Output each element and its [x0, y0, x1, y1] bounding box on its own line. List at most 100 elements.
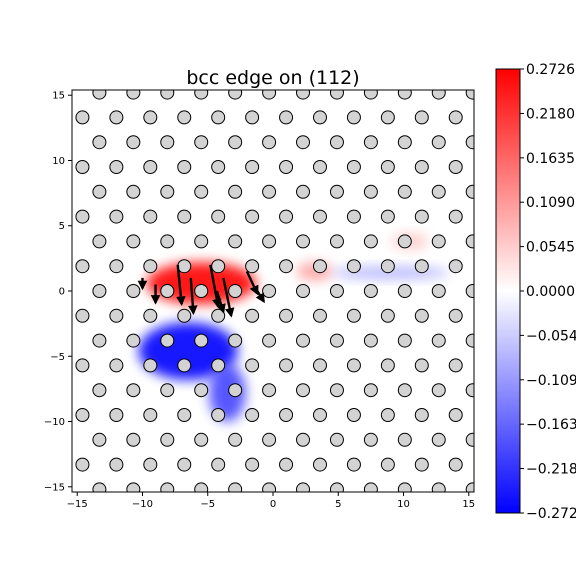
atom: [363, 234, 378, 249]
atom: [312, 358, 327, 373]
atom: [109, 259, 124, 274]
atom: [363, 284, 378, 298]
atom: [143, 110, 158, 125]
atom: [262, 383, 277, 398]
atom: [431, 333, 446, 348]
atom: [262, 234, 277, 249]
atom: [143, 160, 158, 175]
atom: [245, 110, 260, 125]
atom: [279, 358, 294, 373]
atom: [245, 160, 260, 175]
atom: [92, 333, 107, 348]
atom: [465, 333, 474, 348]
atom: [194, 135, 209, 150]
atom: [160, 284, 175, 298]
atom: [177, 407, 192, 422]
atom: [448, 209, 463, 224]
colorbar-tick-label: 0.2726: [526, 62, 575, 78]
atom: [380, 308, 395, 323]
atom: [397, 90, 412, 100]
atom: [194, 432, 209, 447]
atom: [126, 184, 141, 199]
atom: [160, 432, 175, 447]
heat-region-positive: [146, 262, 257, 305]
atom: [143, 259, 158, 274]
atom: [346, 259, 361, 274]
atom: [465, 234, 474, 249]
atom: [448, 407, 463, 422]
colorbar-tick-label: −0.1635: [526, 417, 576, 433]
atom: [211, 358, 226, 373]
atom: [312, 457, 327, 472]
x-tick-label: 0: [270, 499, 276, 510]
colorbar-tick-label: 0.1635: [526, 151, 575, 167]
atom: [177, 308, 192, 323]
atom: [312, 160, 327, 175]
atom: [414, 259, 429, 274]
atom: [160, 333, 175, 348]
atom: [228, 383, 243, 398]
displacement-arrow: [176, 264, 186, 306]
atom: [262, 284, 277, 298]
atom: [245, 209, 260, 224]
atom: [296, 90, 311, 100]
atom: [431, 284, 446, 298]
atom: [126, 482, 141, 492]
atom: [109, 358, 124, 373]
y-axis-ticks: −15 −10 −5 0 5 10 15: [44, 91, 72, 493]
atom: [75, 358, 90, 373]
atom: [160, 482, 175, 492]
atom: [211, 259, 226, 274]
atom: [296, 184, 311, 199]
displacement-arrow: [209, 264, 222, 309]
atom: [143, 407, 158, 422]
atom: [92, 234, 107, 249]
atom: [143, 308, 158, 323]
atom: [346, 358, 361, 373]
atom: [329, 135, 344, 150]
atom: [397, 184, 412, 199]
atom: [211, 160, 226, 175]
atom: [296, 383, 311, 398]
displacement-arrow: [255, 290, 265, 304]
atom: [397, 284, 412, 298]
atom: [194, 234, 209, 249]
atom: [465, 432, 474, 447]
atom: [92, 482, 107, 492]
atom: [329, 482, 344, 492]
displacement-arrow: [188, 277, 198, 316]
atom: [109, 407, 124, 422]
atom: [72, 437, 73, 443]
atom: [126, 333, 141, 348]
atom: [75, 160, 90, 175]
atom: [211, 407, 226, 422]
atom: [177, 110, 192, 125]
atom: [177, 457, 192, 472]
atom: [279, 308, 294, 323]
atom: [465, 184, 474, 199]
atom: [211, 209, 226, 224]
colorbar-tick-label: 0.1090: [526, 195, 575, 211]
atom: [279, 259, 294, 274]
atom: [194, 482, 209, 492]
atom: [109, 308, 124, 323]
atom: [380, 407, 395, 422]
displacement-arrow: [245, 270, 259, 296]
atom: [228, 284, 243, 298]
atom: [346, 160, 361, 175]
colorbar-body: [495, 68, 521, 514]
atom: [228, 482, 243, 492]
x-tick-label: −5: [200, 499, 215, 510]
atom: [346, 308, 361, 323]
atom: [228, 333, 243, 348]
atom: [279, 209, 294, 224]
atom: [465, 90, 474, 100]
atom: [126, 90, 141, 100]
atom: [363, 333, 378, 348]
atom: [465, 284, 474, 298]
atom: [160, 90, 175, 100]
atom: [465, 135, 474, 150]
colorbar-tick-label: −0.0545: [526, 328, 576, 344]
atom: [279, 110, 294, 125]
atom: [245, 358, 260, 373]
